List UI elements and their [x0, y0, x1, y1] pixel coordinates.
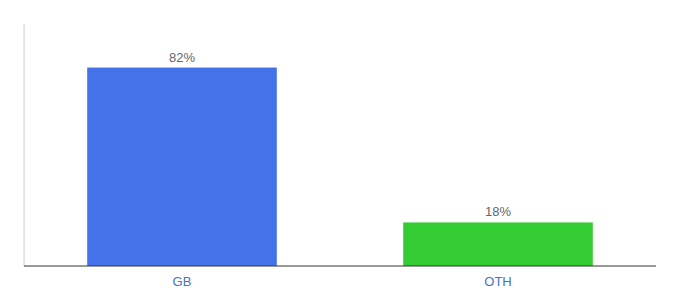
chart-svg: 82% 18% GB OTH	[0, 0, 680, 300]
y-axis-line	[24, 24, 25, 266]
bar	[87, 68, 277, 266]
x-axis-line	[24, 266, 656, 267]
chart-container: 82% 18% GB OTH	[0, 0, 680, 300]
data-label: 18%	[485, 204, 511, 219]
bars	[87, 68, 593, 266]
bar	[403, 222, 593, 266]
x-tick-label: OTH	[484, 274, 511, 289]
x-tick-label: GB	[173, 274, 192, 289]
data-label: 82%	[169, 50, 195, 65]
